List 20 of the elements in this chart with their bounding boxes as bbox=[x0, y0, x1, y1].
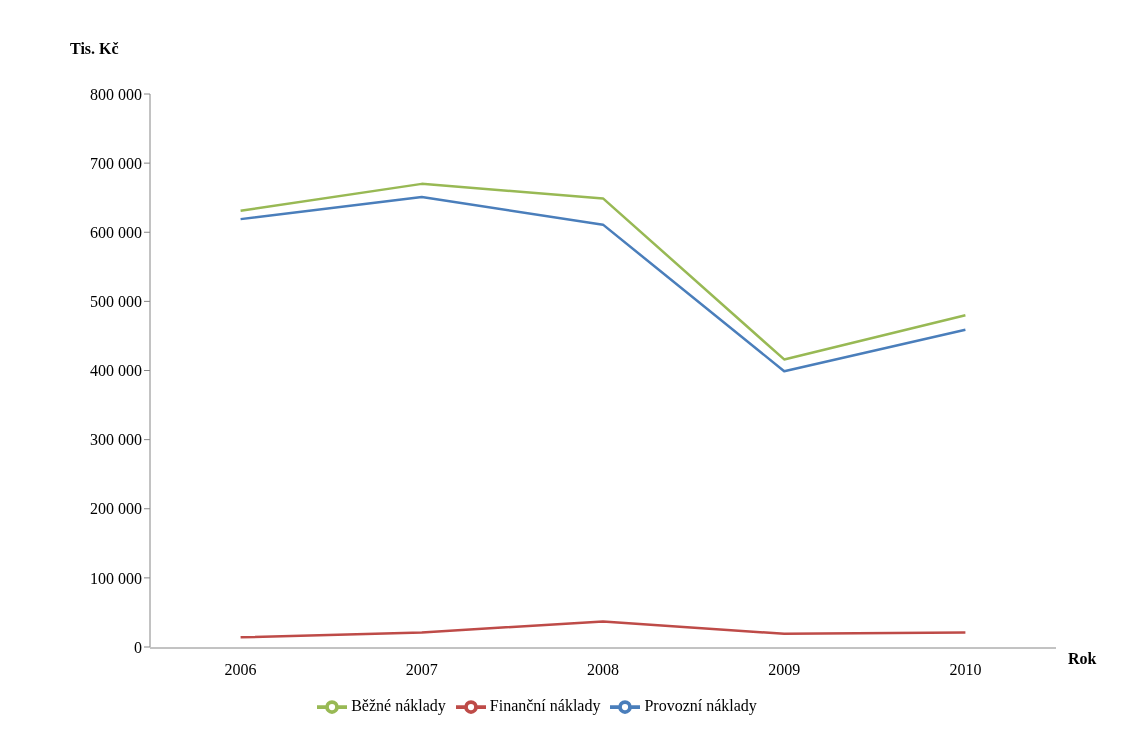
x-tick-label: 2008 bbox=[587, 661, 619, 679]
x-axis-title: Rok bbox=[1068, 650, 1097, 667]
line-series bbox=[239, 620, 967, 639]
y-tick-label: 200 000 bbox=[90, 500, 142, 518]
y-tick-label: 100 000 bbox=[90, 569, 142, 587]
x-tick-label: 2009 bbox=[768, 661, 801, 679]
y-tick-label: 700 000 bbox=[90, 154, 142, 172]
y-tick-label: 600 000 bbox=[90, 223, 142, 241]
legend-label: Provozní náklady bbox=[644, 696, 757, 714]
legend-label: Běžné náklady bbox=[351, 696, 446, 714]
y-tick-label: 0 bbox=[134, 638, 142, 656]
y-tick-label: 400 000 bbox=[90, 362, 142, 380]
x-tick-label: 2006 bbox=[224, 661, 257, 679]
y-axis-title: Tis. Kč bbox=[70, 40, 119, 57]
y-tick-label: 500 000 bbox=[90, 293, 142, 311]
y-tick-label: 800 000 bbox=[90, 85, 142, 103]
y-tick-label: 300 000 bbox=[90, 431, 142, 449]
legend-label: Finanční náklady bbox=[489, 696, 601, 714]
x-tick-label: 2010 bbox=[949, 661, 982, 679]
x-tick-label: 2007 bbox=[405, 661, 438, 679]
